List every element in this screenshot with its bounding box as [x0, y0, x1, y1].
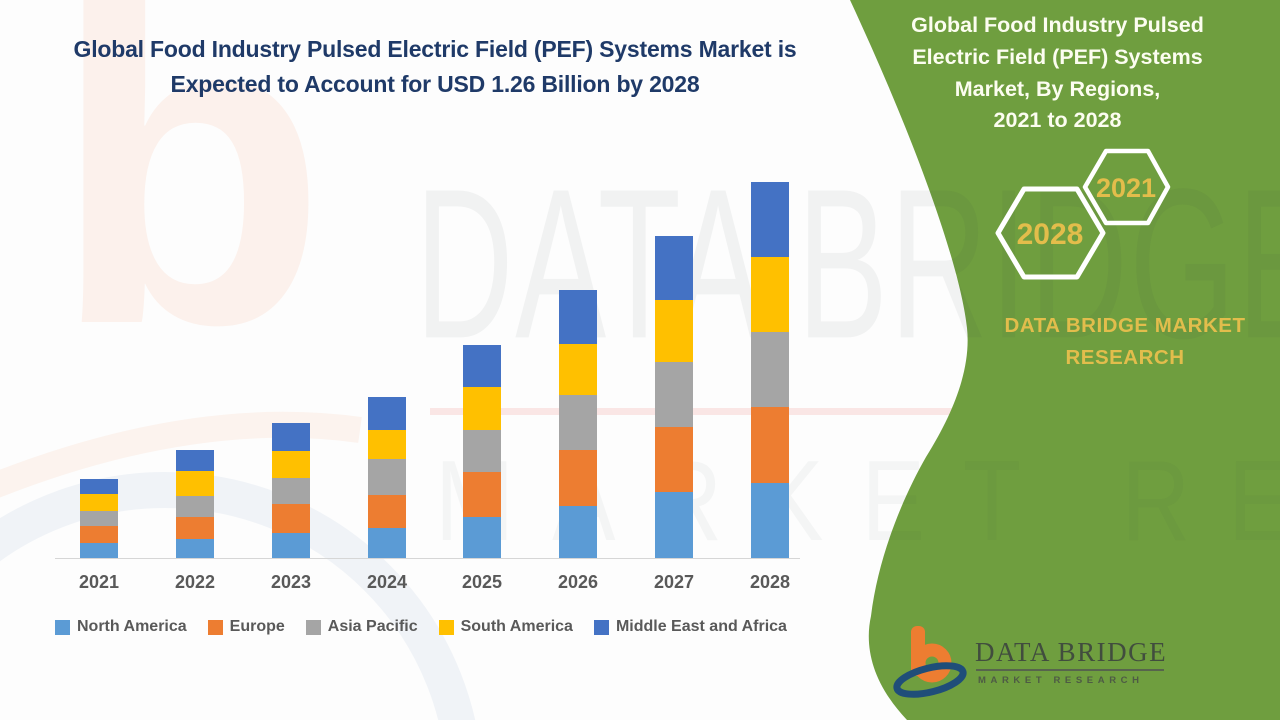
bar-2024: [368, 397, 406, 558]
x-axis-label-2025: 2025: [461, 572, 503, 592]
bar-2023: [272, 422, 310, 558]
bar-2027-middle-east-and-africa-segment: [655, 236, 693, 301]
bar-2022-north-america-segment: [176, 538, 214, 558]
legend-item-north-america: North America: [55, 618, 187, 636]
x-axis-labels: 2021 2022 2023 2024 2025 2026 2027 2028: [0, 572, 840, 596]
plot-area: [0, 80, 840, 559]
bar-2021-south-america-segment: [80, 494, 118, 512]
x-axis-label-2027: 2027: [653, 572, 695, 592]
bar-2026-north-america-segment: [559, 505, 597, 558]
legend-swatch-asia-pacific: [305, 619, 321, 635]
bar-2028-europe-segment: [751, 407, 789, 483]
x-axis-label-2028: 2028: [749, 572, 791, 592]
bar-2026-asia-pacific-segment: [559, 395, 597, 451]
bar-2028-north-america-segment: [751, 482, 789, 558]
bar-2022-europe-segment: [176, 516, 214, 539]
bar-2021: [80, 479, 118, 558]
bar-2026-middle-east-and-africa-segment: [559, 289, 597, 345]
bar-2025-europe-segment: [463, 471, 501, 517]
x-axis-label-2022: 2022: [174, 572, 216, 592]
bar-2022-middle-east-and-africa-segment: [176, 450, 214, 472]
bar-2023-middle-east-and-africa-segment: [272, 422, 310, 451]
bar-2024-asia-pacific-segment: [368, 459, 406, 495]
bar-2025-middle-east-and-africa-segment: [463, 344, 501, 387]
bar-2021-asia-pacific-segment: [80, 511, 118, 527]
watermark-b-icon: b: [52, 0, 327, 418]
bar-2026-europe-segment: [559, 450, 597, 506]
bar-2024-north-america-segment: [368, 527, 406, 558]
bar-2026: [559, 289, 597, 558]
bar-2028-middle-east-and-africa-segment: [751, 181, 789, 257]
bar-2023-asia-pacific-segment: [272, 477, 310, 504]
bar-2021-north-america-segment: [80, 543, 118, 558]
legend-swatch-south-america: [438, 619, 454, 635]
legend-label-europe: Europe: [229, 618, 285, 635]
watermark-pink-line: [430, 408, 1050, 415]
chart-title: Global Food Industry Pulsed Electric Fie…: [73, 36, 797, 97]
legend-label-middle-east-and-africa: Middle East and Africa: [615, 618, 787, 635]
bar-2025: [463, 344, 501, 558]
bar-2027-north-america-segment: [655, 491, 693, 558]
bar-2025-asia-pacific-segment: [463, 429, 501, 472]
bar-2023-europe-segment: [272, 503, 310, 533]
legend-label-asia-pacific: Asia Pacific: [327, 618, 418, 635]
x-axis-label-2026: 2026: [557, 572, 599, 592]
bar-2025-south-america-segment: [463, 386, 501, 430]
x-axis-line: [55, 558, 800, 559]
bar-2022: [176, 450, 214, 558]
bar-2022-asia-pacific-segment: [176, 495, 214, 517]
bar-2024-europe-segment: [368, 494, 406, 528]
bar-2027-asia-pacific-segment: [655, 362, 693, 427]
bar-2022-south-america-segment: [176, 471, 214, 496]
bar-2025-north-america-segment: [463, 516, 501, 558]
bar-2028: [751, 181, 789, 558]
legend-item-europe: Europe: [207, 618, 285, 636]
legend-item-middle-east-and-africa: Middle East and Africa: [593, 618, 787, 636]
legend-swatch-europe: [207, 619, 223, 635]
bar-2024-middle-east-and-africa-segment: [368, 397, 406, 431]
chart-legend: North America Europe Asia Pacific South Ame…: [55, 618, 787, 636]
bar-2021-middle-east-and-africa-segment: [80, 479, 118, 495]
bar-2027: [655, 236, 693, 558]
legend-swatch-north-america: [55, 619, 70, 635]
bar-2023-north-america-segment: [272, 532, 310, 558]
legend-item-asia-pacific: Asia Pacific: [305, 618, 418, 636]
bar-2028-south-america-segment: [751, 256, 789, 333]
bar-2023-south-america-segment: [272, 450, 310, 478]
x-axis-label-2021: 2021: [78, 572, 120, 592]
bar-2026-south-america-segment: [559, 344, 597, 396]
bar-2027-south-america-segment: [655, 300, 693, 363]
x-axis-label-2023: 2023: [270, 572, 312, 592]
x-axis-label-2024: 2024: [366, 572, 408, 592]
bar-2024-south-america-segment: [368, 430, 406, 460]
bar-2021-europe-segment: [80, 526, 118, 544]
bar-2027-europe-segment: [655, 426, 693, 492]
legend-label-south-america: South America: [460, 618, 573, 635]
legend-label-north-america: North America: [77, 618, 187, 635]
legend-item-south-america: South America: [438, 618, 573, 636]
bar-2028-asia-pacific-segment: [751, 332, 789, 408]
legend-swatch-middle-east-and-africa: [593, 619, 609, 635]
